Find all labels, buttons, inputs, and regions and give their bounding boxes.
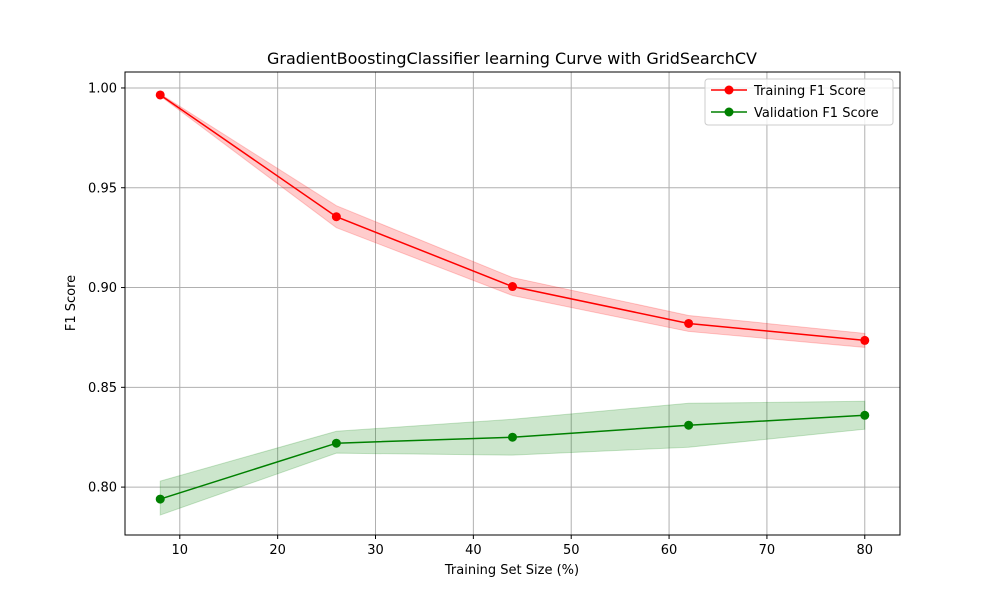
chart-title: GradientBoostingClassifier learning Curv… [267, 49, 757, 68]
training-data-point [331, 212, 341, 222]
validation-data-point [155, 494, 165, 504]
y-tick-label: 0.80 [88, 481, 117, 496]
x-tick-label: 60 [661, 543, 678, 558]
legend-box [704, 78, 894, 126]
x-tick-label: 10 [172, 543, 189, 558]
series-points [155, 90, 870, 504]
x-tick-label: 30 [367, 543, 384, 558]
x-axis-label: Training Set Size (%) [444, 563, 579, 578]
legend-training-label: Training F1 Score [753, 84, 866, 99]
validation-data-point [684, 420, 694, 430]
training-confidence-band [159, 93, 866, 348]
x-tick-label: 70 [759, 543, 776, 558]
y-tick-label: 0.85 [88, 381, 117, 396]
x-tick-label: 20 [269, 543, 286, 558]
legend: Training F1 Score Validation F1 Score [704, 78, 894, 126]
legend-validation-label: Validation F1 Score [754, 106, 879, 121]
x-axis-ticks: 10 20 30 40 50 60 70 80 [172, 535, 873, 558]
y-tick-label: 0.90 [88, 281, 117, 296]
legend-training-marker [724, 85, 734, 95]
x-tick-label: 40 [465, 543, 482, 558]
x-tick-label: 80 [856, 543, 873, 558]
plot-area-frame [124, 71, 901, 536]
training-data-point [508, 282, 517, 292]
validation-data-point [508, 432, 517, 442]
y-tick-label: 0.95 [88, 181, 117, 196]
legend-validation-marker [724, 107, 734, 117]
validation-data-point [331, 438, 341, 448]
training-data-point [684, 318, 694, 328]
y-axis-label: F1 Score [64, 275, 79, 331]
y-tick-label: 1.00 [88, 81, 117, 96]
training-data-point [155, 90, 165, 100]
training-data-point [860, 335, 870, 345]
x-tick-label: 50 [563, 543, 580, 558]
y-axis-ticks: 0.80 0.85 0.90 0.95 1.00 [88, 81, 125, 496]
validation-data-point [860, 410, 870, 420]
